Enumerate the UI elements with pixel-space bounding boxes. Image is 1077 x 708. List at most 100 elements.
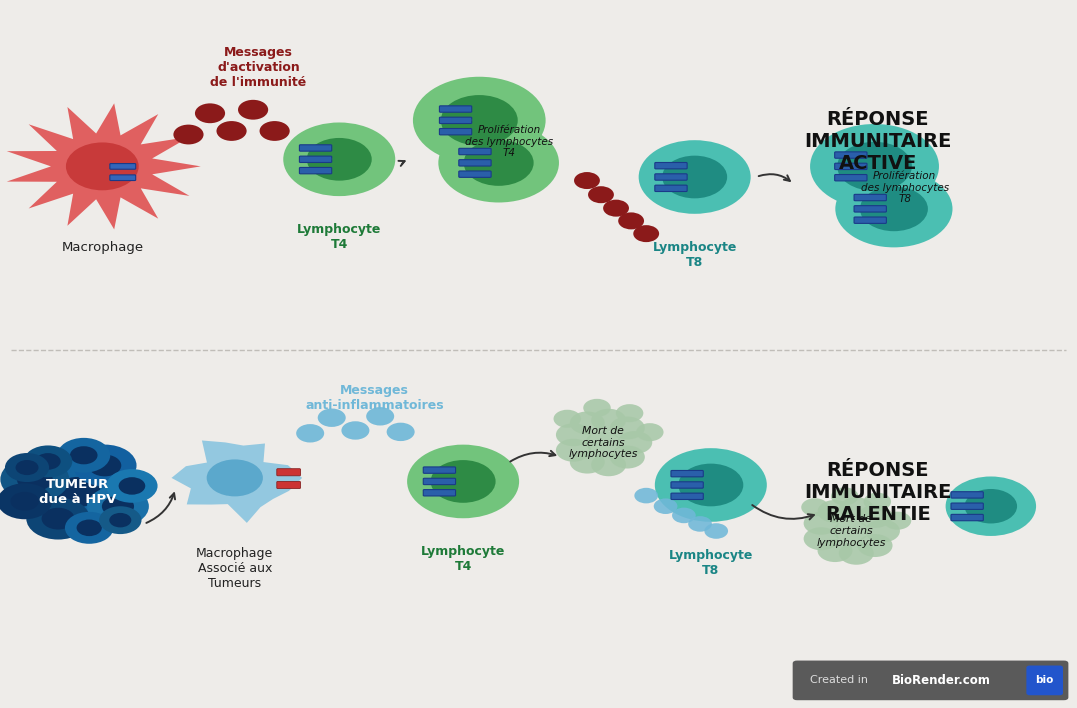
FancyBboxPatch shape bbox=[854, 194, 886, 201]
Circle shape bbox=[17, 467, 53, 491]
Circle shape bbox=[33, 463, 122, 521]
Circle shape bbox=[654, 498, 677, 514]
Circle shape bbox=[965, 489, 1017, 523]
Circle shape bbox=[225, 460, 234, 465]
Circle shape bbox=[864, 493, 891, 510]
Circle shape bbox=[210, 482, 218, 487]
Circle shape bbox=[639, 140, 751, 214]
Circle shape bbox=[207, 459, 263, 496]
Circle shape bbox=[570, 411, 605, 435]
Circle shape bbox=[173, 125, 204, 144]
Circle shape bbox=[836, 171, 952, 247]
FancyBboxPatch shape bbox=[854, 205, 886, 212]
Circle shape bbox=[42, 508, 74, 530]
Text: Lymphocyte
T4: Lymphocyte T4 bbox=[421, 545, 505, 573]
Circle shape bbox=[24, 445, 72, 477]
FancyBboxPatch shape bbox=[423, 479, 456, 484]
Circle shape bbox=[11, 492, 39, 510]
Circle shape bbox=[283, 122, 395, 196]
Circle shape bbox=[246, 487, 253, 493]
Circle shape bbox=[634, 488, 658, 503]
Circle shape bbox=[803, 512, 839, 535]
Circle shape bbox=[617, 431, 653, 454]
Circle shape bbox=[884, 512, 911, 530]
Circle shape bbox=[655, 448, 767, 522]
FancyBboxPatch shape bbox=[655, 185, 687, 191]
Circle shape bbox=[610, 416, 645, 440]
Text: Macrophage: Macrophage bbox=[61, 241, 143, 253]
FancyBboxPatch shape bbox=[459, 160, 491, 166]
Circle shape bbox=[603, 200, 629, 217]
Circle shape bbox=[113, 154, 120, 158]
Text: Lymphocyte
T4: Lymphocyte T4 bbox=[297, 223, 381, 251]
FancyBboxPatch shape bbox=[299, 156, 332, 163]
Circle shape bbox=[431, 460, 495, 503]
Circle shape bbox=[438, 123, 559, 202]
Circle shape bbox=[610, 445, 645, 469]
Text: Prolifération
des lymphocytes
T4: Prolifération des lymphocytes T4 bbox=[465, 125, 554, 158]
Circle shape bbox=[662, 156, 727, 198]
Circle shape bbox=[865, 520, 900, 542]
FancyBboxPatch shape bbox=[854, 217, 886, 224]
Circle shape bbox=[857, 534, 893, 557]
Circle shape bbox=[76, 520, 102, 536]
FancyBboxPatch shape bbox=[671, 493, 703, 500]
Circle shape bbox=[88, 455, 122, 476]
FancyBboxPatch shape bbox=[110, 164, 136, 169]
FancyBboxPatch shape bbox=[423, 467, 456, 473]
FancyBboxPatch shape bbox=[423, 490, 456, 496]
Circle shape bbox=[0, 457, 69, 502]
Circle shape bbox=[254, 475, 263, 481]
Circle shape bbox=[70, 446, 98, 464]
FancyBboxPatch shape bbox=[835, 174, 867, 181]
Circle shape bbox=[296, 424, 324, 442]
Circle shape bbox=[66, 142, 139, 190]
Circle shape bbox=[464, 140, 533, 185]
Circle shape bbox=[554, 410, 581, 428]
FancyBboxPatch shape bbox=[277, 481, 300, 489]
Text: Lymphocyte
T8: Lymphocyte T8 bbox=[669, 549, 753, 577]
Circle shape bbox=[65, 512, 113, 544]
Text: Lymphocyte
T8: Lymphocyte T8 bbox=[653, 241, 737, 269]
Circle shape bbox=[588, 186, 614, 203]
FancyBboxPatch shape bbox=[459, 171, 491, 177]
FancyBboxPatch shape bbox=[1026, 666, 1063, 695]
Circle shape bbox=[225, 491, 234, 496]
FancyBboxPatch shape bbox=[655, 173, 687, 180]
Circle shape bbox=[92, 152, 98, 156]
Circle shape bbox=[591, 453, 626, 476]
Circle shape bbox=[570, 450, 605, 474]
Circle shape bbox=[839, 542, 873, 565]
Circle shape bbox=[412, 76, 546, 164]
Circle shape bbox=[26, 498, 89, 539]
Circle shape bbox=[407, 445, 519, 518]
Circle shape bbox=[672, 508, 696, 523]
FancyBboxPatch shape bbox=[835, 163, 867, 169]
FancyBboxPatch shape bbox=[439, 105, 472, 112]
Circle shape bbox=[210, 469, 218, 474]
Text: TUMEUR
due à HPV: TUMEUR due à HPV bbox=[39, 478, 116, 506]
Circle shape bbox=[817, 500, 853, 523]
Circle shape bbox=[102, 496, 134, 517]
FancyBboxPatch shape bbox=[655, 163, 687, 169]
FancyBboxPatch shape bbox=[459, 148, 491, 155]
Circle shape bbox=[688, 516, 712, 532]
Circle shape bbox=[36, 453, 60, 469]
FancyBboxPatch shape bbox=[835, 152, 867, 158]
FancyBboxPatch shape bbox=[110, 175, 136, 181]
Text: Mort de
certains
lymphocytes: Mort de certains lymphocytes bbox=[569, 426, 638, 459]
Circle shape bbox=[810, 124, 939, 209]
Text: Created in: Created in bbox=[810, 675, 868, 685]
Circle shape bbox=[99, 506, 141, 534]
Circle shape bbox=[109, 513, 131, 527]
Text: Mort de
certains
lymphocytes: Mort de certains lymphocytes bbox=[816, 515, 885, 547]
Text: Messages
anti-inflammatoires: Messages anti-inflammatoires bbox=[306, 384, 444, 412]
FancyBboxPatch shape bbox=[951, 503, 983, 510]
Circle shape bbox=[260, 121, 290, 141]
Circle shape bbox=[83, 156, 89, 160]
Circle shape bbox=[834, 520, 868, 542]
Circle shape bbox=[817, 539, 853, 562]
Circle shape bbox=[15, 460, 39, 475]
Circle shape bbox=[839, 497, 873, 520]
Circle shape bbox=[366, 407, 394, 426]
